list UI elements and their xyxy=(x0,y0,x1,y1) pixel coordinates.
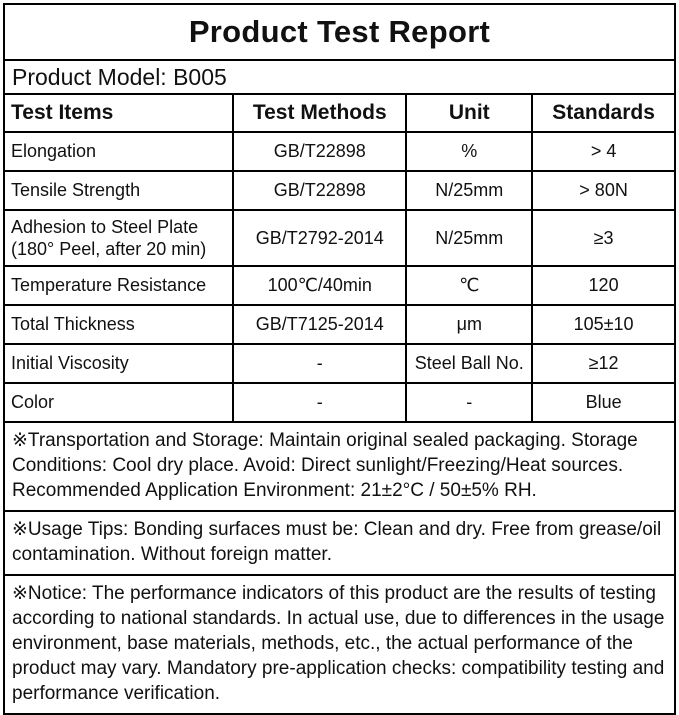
table-header-row: Test Items Test Methods Unit Standards xyxy=(3,94,675,133)
cell-test-item: Adhesion to Steel Plate (180° Peel, afte… xyxy=(3,209,235,267)
cell-test-item: Initial Viscosity xyxy=(3,343,235,384)
cell-unit: - xyxy=(405,382,534,422)
cell-test-method: GB/T7125-2014 xyxy=(232,304,408,345)
cell-standard: ≥3 xyxy=(531,209,675,267)
cell-standard: ≥12 xyxy=(531,343,675,384)
table-row-tensile-strength: Tensile Strength GB/T22898 N/25mm > 80N xyxy=(3,170,675,211)
product-test-report: Product Test Report Product Model: B005 … xyxy=(3,3,676,715)
col-header-unit: Unit xyxy=(405,94,534,133)
cell-test-method: 100℃/40min xyxy=(232,265,408,306)
cell-test-item: Tensile Strength xyxy=(3,170,235,211)
cell-standard: 120 xyxy=(531,265,675,306)
cell-unit: % xyxy=(405,131,534,172)
cell-test-item: Color xyxy=(3,382,235,422)
cell-test-method: GB/T2792-2014 xyxy=(232,209,408,267)
table-row-total-thickness: Total Thickness GB/T7125-2014 μm 105±10 xyxy=(3,304,675,345)
cell-unit: N/25mm xyxy=(405,170,534,211)
table-row-adhesion: Adhesion to Steel Plate (180° Peel, afte… xyxy=(3,209,675,267)
cell-unit: μm xyxy=(405,304,534,345)
col-header-standards: Standards xyxy=(531,94,675,133)
cell-unit: N/25mm xyxy=(405,209,534,267)
cell-test-method: GB/T22898 xyxy=(232,131,408,172)
note-usage-tips: ※Usage Tips: Bonding surfaces must be: C… xyxy=(5,510,674,574)
table-row-color: Color - - Blue xyxy=(3,382,675,422)
cell-test-item: Temperature Resistance xyxy=(3,265,235,306)
table-row-elongation: Elongation GB/T22898 % > 4 xyxy=(3,131,675,172)
cell-test-item: Elongation xyxy=(3,131,235,172)
cell-standard: Blue xyxy=(531,382,675,422)
cell-test-method: GB/T22898 xyxy=(232,170,408,211)
table-row-temperature-resistance: Temperature Resistance 100℃/40min ℃ 120 xyxy=(3,265,675,306)
cell-unit: Steel Ball No. xyxy=(405,343,534,384)
cell-test-item: Total Thickness xyxy=(3,304,235,345)
cell-test-method: - xyxy=(232,382,408,422)
cell-test-method: - xyxy=(232,343,408,384)
cell-standard: > 4 xyxy=(531,131,675,172)
product-model: Product Model: B005 xyxy=(5,61,674,95)
table-row-initial-viscosity: Initial Viscosity - Steel Ball No. ≥12 xyxy=(3,343,675,384)
col-header-test-items: Test Items xyxy=(3,94,235,133)
note-notice: ※Notice: The performance indicators of t… xyxy=(5,574,674,713)
cell-standard: > 80N xyxy=(531,170,675,211)
page-title: Product Test Report xyxy=(5,5,674,61)
note-transportation-and-storage: ※Transportation and Storage: Maintain or… xyxy=(5,421,674,510)
cell-standard: 105±10 xyxy=(531,304,675,345)
col-header-test-methods: Test Methods xyxy=(232,94,408,133)
test-spec-table: Test Items Test Methods Unit Standards E… xyxy=(3,94,675,422)
cell-unit: ℃ xyxy=(405,265,534,306)
